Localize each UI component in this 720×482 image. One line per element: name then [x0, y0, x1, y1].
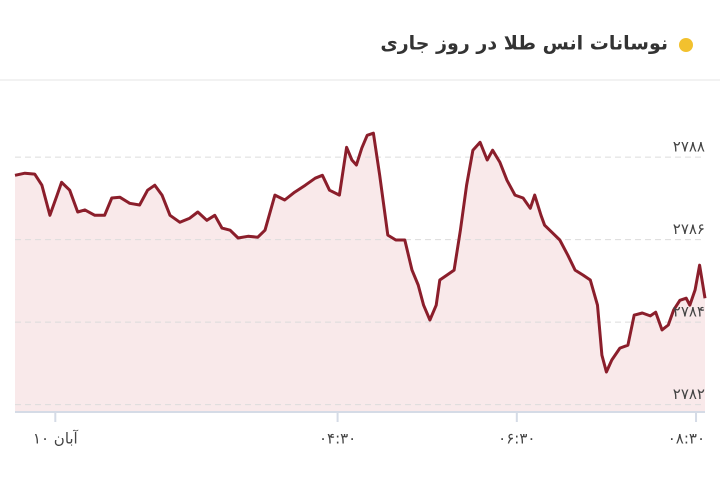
x-tick-label: ۰۸:۳۰: [668, 430, 705, 448]
y-tick-label: ۲۷۸۴: [673, 303, 705, 321]
x-tick-label: ۱۰ آبان: [33, 430, 79, 448]
area-fill: [15, 133, 705, 412]
y-tick-label: ۲۷۸۶: [673, 220, 705, 238]
x-tick-label: ۰۴:۳۰: [319, 430, 356, 448]
x-tick-label: ۰۶:۳۰: [498, 430, 535, 448]
y-tick-label: ۲۷۸۲: [673, 385, 705, 403]
chart-title: نوسانات انس طلا در روز جاری: [380, 33, 668, 55]
price-line: [14, 131, 707, 374]
plot-area: ۱۰ آبان ۰۴:۳۰ ۰۶:۳۰ ۰۸:۳۰ ۲۷۸۲ ۲۷۸۴ ۲۷۸۶ ۲۷۸۸: [14, 131, 707, 448]
y-tick-label: ۲۷۸۸: [673, 138, 705, 156]
title-dot: [679, 38, 693, 52]
